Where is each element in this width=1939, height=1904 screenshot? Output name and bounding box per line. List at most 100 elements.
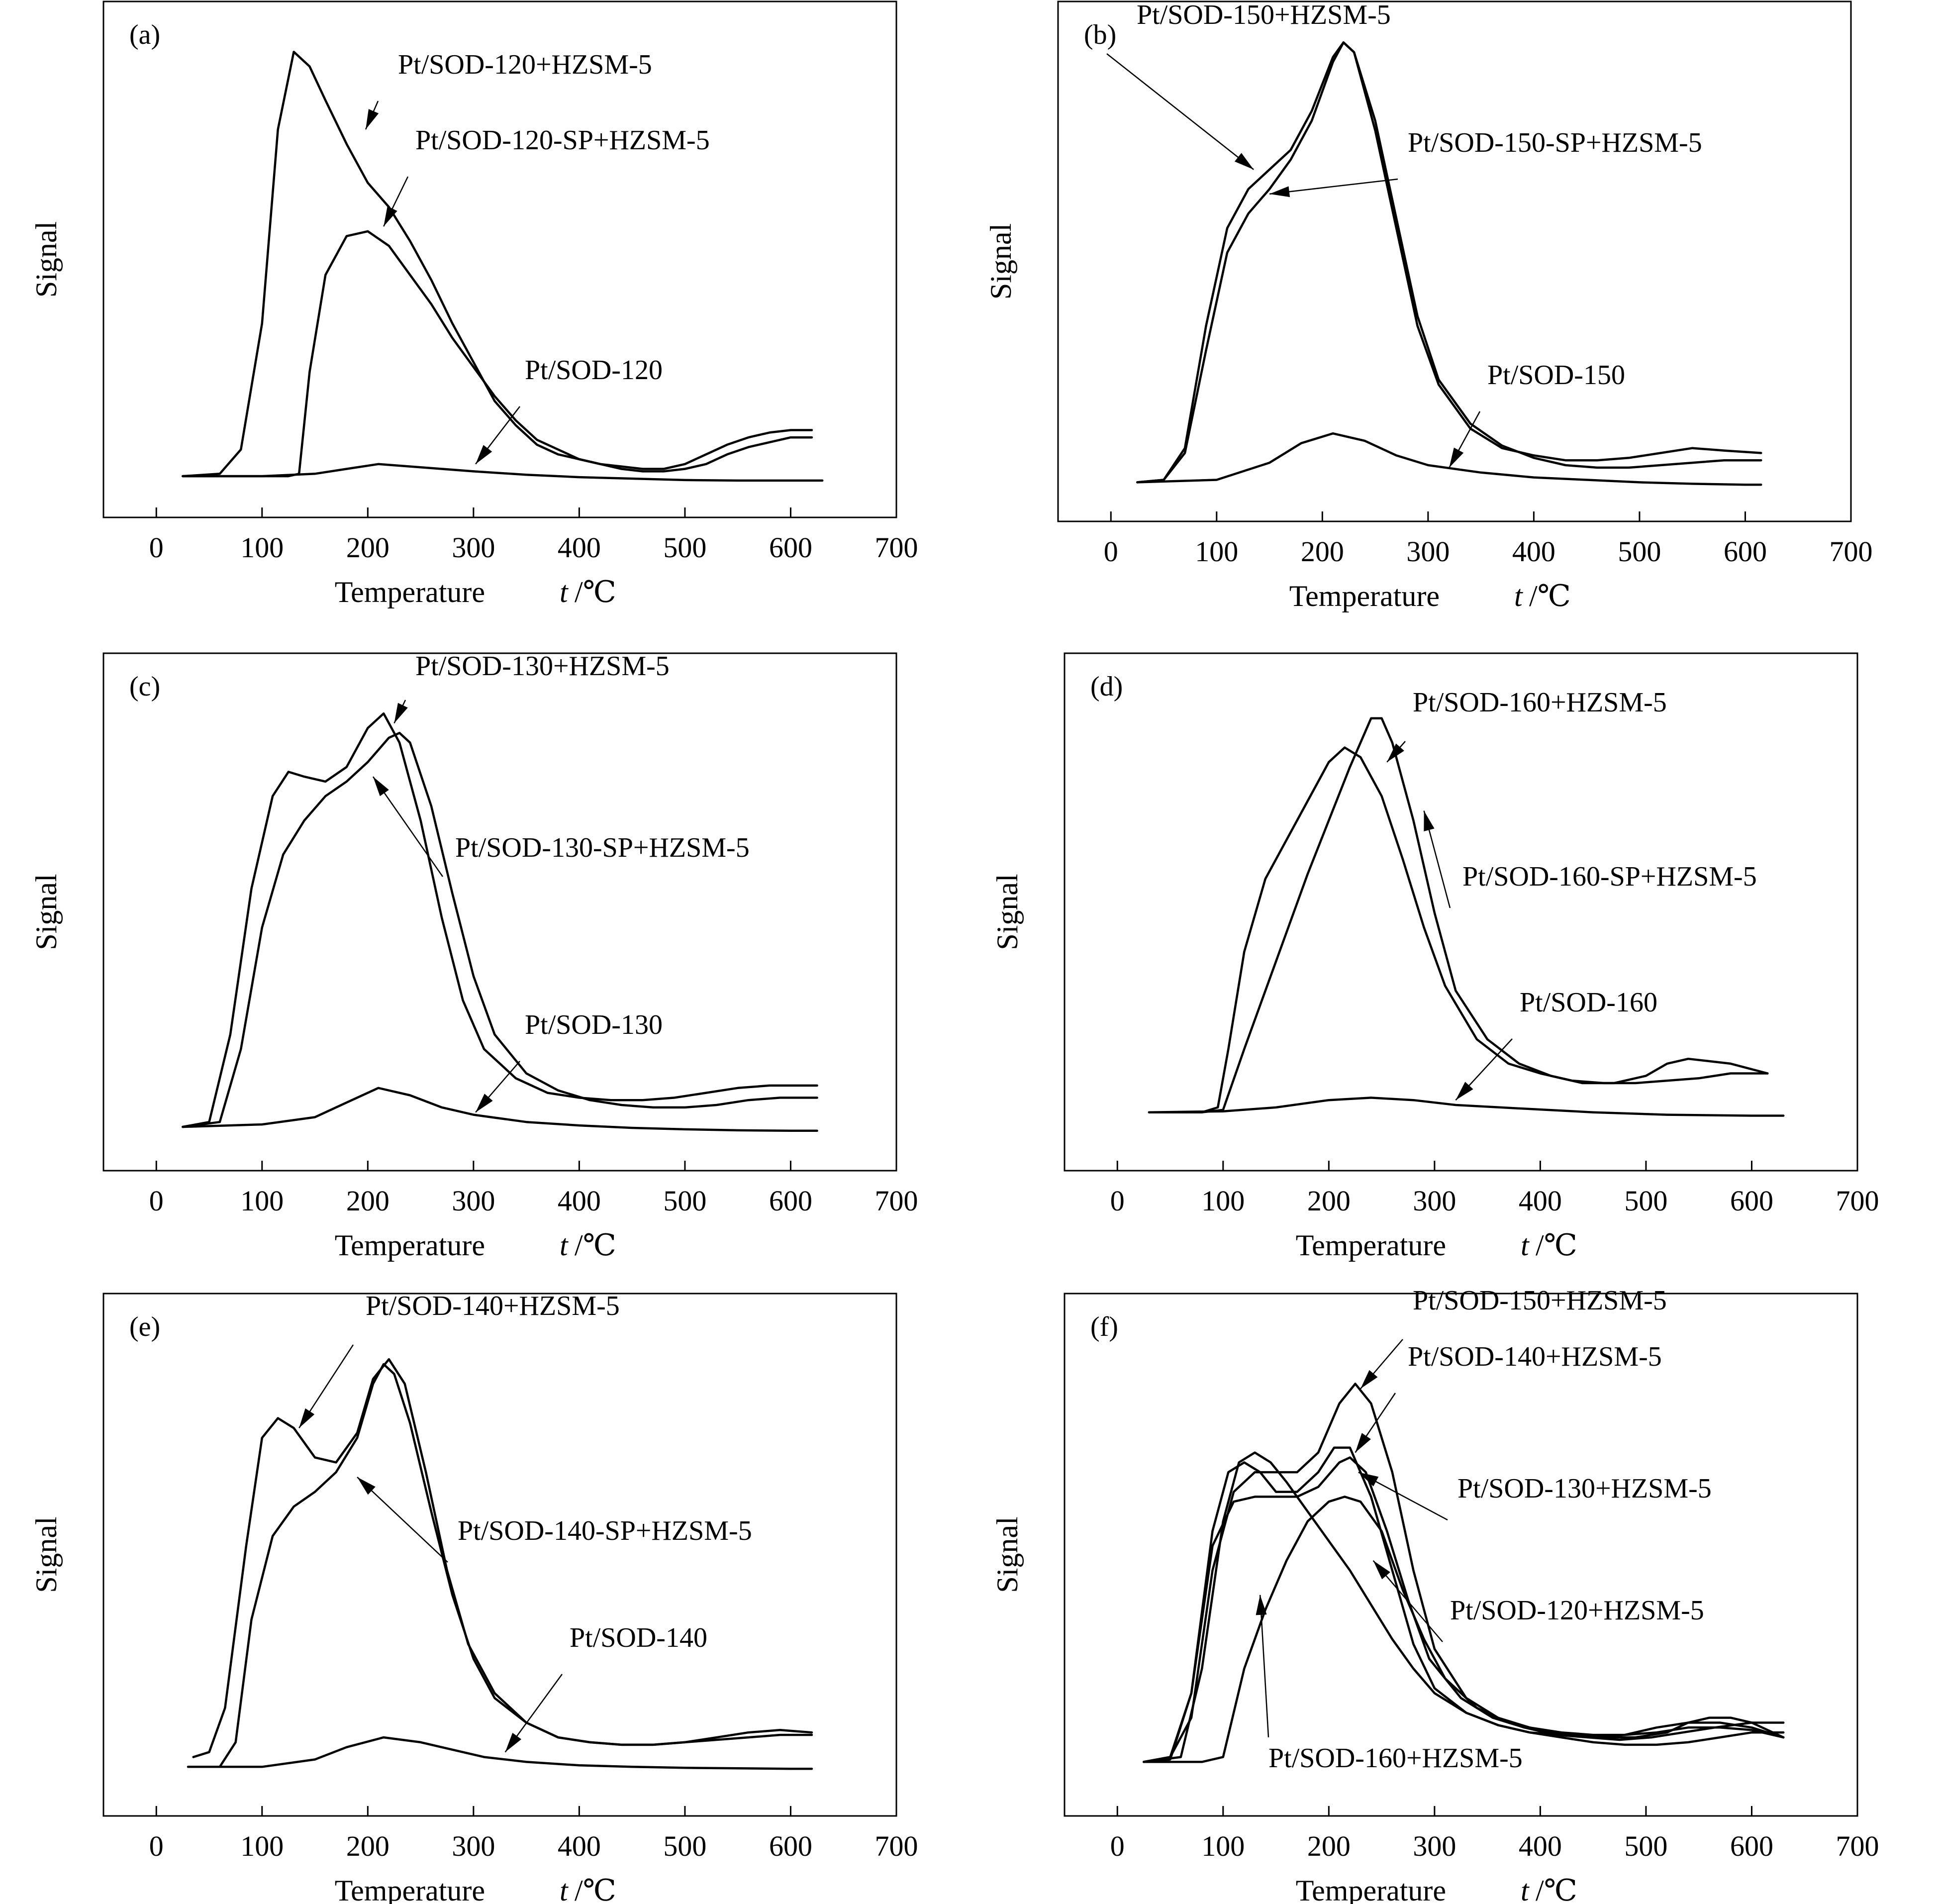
x-tick-label: 200	[346, 1185, 389, 1217]
chart-panel-5: (e) 0 100 200 300 400 500 600 700 Temperature t/℃ S…	[30, 1291, 918, 1904]
series-line-pt-sod-120-hzsm-5	[1143, 1451, 1785, 1763]
x-tick-label: 200	[346, 531, 389, 564]
annotation-arrow	[1269, 178, 1398, 195]
series-line-pt-sod-140-hzsm-5	[1143, 1446, 1785, 1763]
x-tick-label: 400	[558, 1830, 601, 1862]
panel-label: (c)	[129, 671, 160, 702]
x-axis-unit: /℃	[575, 1229, 616, 1262]
x-tick-label: 300	[452, 1185, 495, 1217]
arrow-head	[299, 1408, 315, 1428]
arrow-head	[1424, 810, 1435, 832]
y-axis-title: Signal	[984, 223, 1017, 300]
series-line-pt-sod-120-hzsm-5	[182, 50, 813, 478]
chart-panel-2: (b) 0 100 200 300 400 500 600 700 Temperature t/℃ S…	[984, 0, 1873, 612]
x-tick-label: 100	[1201, 1185, 1245, 1217]
x-tick-label: 200	[1307, 1830, 1351, 1862]
plot-frame	[102, 1293, 897, 1817]
x-axis-title: Temperature	[335, 1874, 485, 1904]
x-axis-unit: /℃	[1536, 1229, 1577, 1262]
annotation-label-pt-sod-160-hzsm-5: Pt/SOD-160+HZSM-5	[1268, 1743, 1523, 1774]
x-tick-label: 500	[1624, 1185, 1667, 1217]
series-line-pt-sod-130	[182, 1087, 818, 1132]
plot-frame	[1064, 1293, 1858, 1817]
plot-frame	[1057, 0, 1852, 522]
x-tick-label: 400	[1512, 535, 1555, 568]
annotation-arrow	[357, 1477, 448, 1563]
annotation-label-pt-sod-140-sp-hzsm-5: Pt/SOD-140-SP+HZSM-5	[458, 1515, 752, 1546]
x-tick-label: 0	[149, 1185, 164, 1217]
x-axis-unit: /℃	[1529, 580, 1571, 612]
annotation-label-pt-sod-140-hzsm-5: Pt/SOD-140+HZSM-5	[1408, 1341, 1662, 1372]
plot-frame	[102, 652, 897, 1172]
arrow-head	[384, 206, 397, 227]
x-tick-label: 0	[149, 531, 164, 564]
series-line-pt-sod-140-hzsm-5	[192, 1358, 813, 1758]
x-axis-title: Temperature	[335, 1229, 485, 1262]
series-line-pt-sod-150-sp-hzsm-5	[1136, 41, 1762, 484]
chart-panel-6: (f) 0 100 200 300 400 500 600 700 Temperature t/℃ S…	[991, 1285, 1879, 1904]
x-tick-label: 300	[1413, 1830, 1456, 1862]
x-tick-label: 500	[1624, 1830, 1667, 1862]
arrow-head	[1387, 743, 1404, 762]
arrow-head	[1256, 1595, 1267, 1615]
chart-panel-3: (c) 0 100 200 300 400 500 600 700 Temperature t/℃ S…	[30, 651, 918, 1262]
x-tick-label: 500	[663, 1830, 706, 1862]
panel-label: (d)	[1090, 671, 1123, 702]
series-line-pt-sod-140-sp-hzsm-5	[192, 1363, 813, 1768]
arrow-head	[1234, 153, 1254, 170]
annotation-label-pt-sod-160-hzsm-5: Pt/SOD-160+HZSM-5	[1413, 687, 1667, 718]
arrow-head	[1373, 1560, 1390, 1580]
arrow-head	[1355, 1433, 1371, 1453]
x-axis-symbol: t	[1514, 580, 1523, 612]
x-axis-unit: /℃	[575, 576, 616, 608]
arrow-head	[1269, 186, 1290, 198]
x-axis-title: Temperature	[1296, 1874, 1446, 1904]
x-tick-label: 100	[240, 1185, 284, 1217]
annotation-label-pt-sod-150-hzsm-5: Pt/SOD-150+HZSM-5	[1413, 1285, 1667, 1316]
x-tick-label: 500	[1618, 535, 1661, 568]
annotation-label-pt-sod-130-hzsm-5: Pt/SOD-130+HZSM-5	[1457, 1473, 1712, 1504]
x-axis-unit: /℃	[1536, 1874, 1577, 1904]
x-tick-label: 100	[1195, 535, 1238, 568]
x-tick-label: 700	[875, 531, 918, 564]
arrow-head	[1358, 1472, 1379, 1487]
x-tick-label: 600	[1730, 1185, 1773, 1217]
series-line-pt-sod-140	[187, 1736, 813, 1770]
x-tick-label: 700	[875, 1830, 918, 1862]
x-tick-label: 600	[769, 531, 812, 564]
annotation-label-pt-sod-120: Pt/SOD-120	[525, 355, 663, 386]
arrow-head	[366, 109, 379, 130]
x-tick-label: 400	[1519, 1185, 1562, 1217]
x-tick-label: 400	[558, 531, 601, 564]
arrow-head	[476, 445, 492, 464]
x-tick-label: 0	[1110, 1830, 1125, 1862]
x-tick-label: 300	[1413, 1185, 1456, 1217]
x-axis-title: Temperature	[1296, 1229, 1446, 1262]
x-axis-title: Temperature	[335, 576, 485, 608]
annotation-label-pt-sod-130: Pt/SOD-130	[525, 1009, 663, 1040]
annotation-label-pt-sod-160: Pt/SOD-160	[1520, 987, 1657, 1018]
panel-label: (b)	[1084, 19, 1116, 50]
plot-frame	[1064, 652, 1858, 1172]
annotation-label-pt-sod-120-hzsm-5: Pt/SOD-120+HZSM-5	[1450, 1595, 1704, 1626]
panel-label: (e)	[129, 1311, 160, 1342]
x-axis-symbol: t	[1521, 1229, 1530, 1262]
x-axis-symbol: t	[560, 1229, 569, 1262]
x-tick-label: 0	[1110, 1185, 1125, 1217]
annotation-arrow	[1106, 53, 1254, 170]
x-tick-label: 0	[1104, 535, 1118, 568]
series-line-pt-sod-160-sp-hzsm-5	[1148, 717, 1769, 1113]
x-axis-unit: /℃	[575, 1874, 616, 1904]
x-tick-label: 300	[452, 531, 495, 564]
x-axis-title: Temperature	[1289, 580, 1440, 612]
arrow-head	[394, 702, 408, 723]
x-axis-symbol: t	[1521, 1874, 1530, 1904]
x-tick-label: 100	[240, 531, 284, 564]
x-tick-label: 500	[663, 531, 706, 564]
x-tick-label: 300	[1406, 535, 1450, 568]
x-tick-label: 100	[1201, 1830, 1245, 1862]
chart-panel-4: (d) 0 100 200 300 400 500 600 700 Temperature t/℃ S…	[991, 652, 1879, 1262]
x-tick-label: 500	[663, 1185, 706, 1217]
x-tick-label: 100	[240, 1830, 284, 1862]
series-line-pt-sod-150-hzsm-5	[1136, 41, 1762, 484]
